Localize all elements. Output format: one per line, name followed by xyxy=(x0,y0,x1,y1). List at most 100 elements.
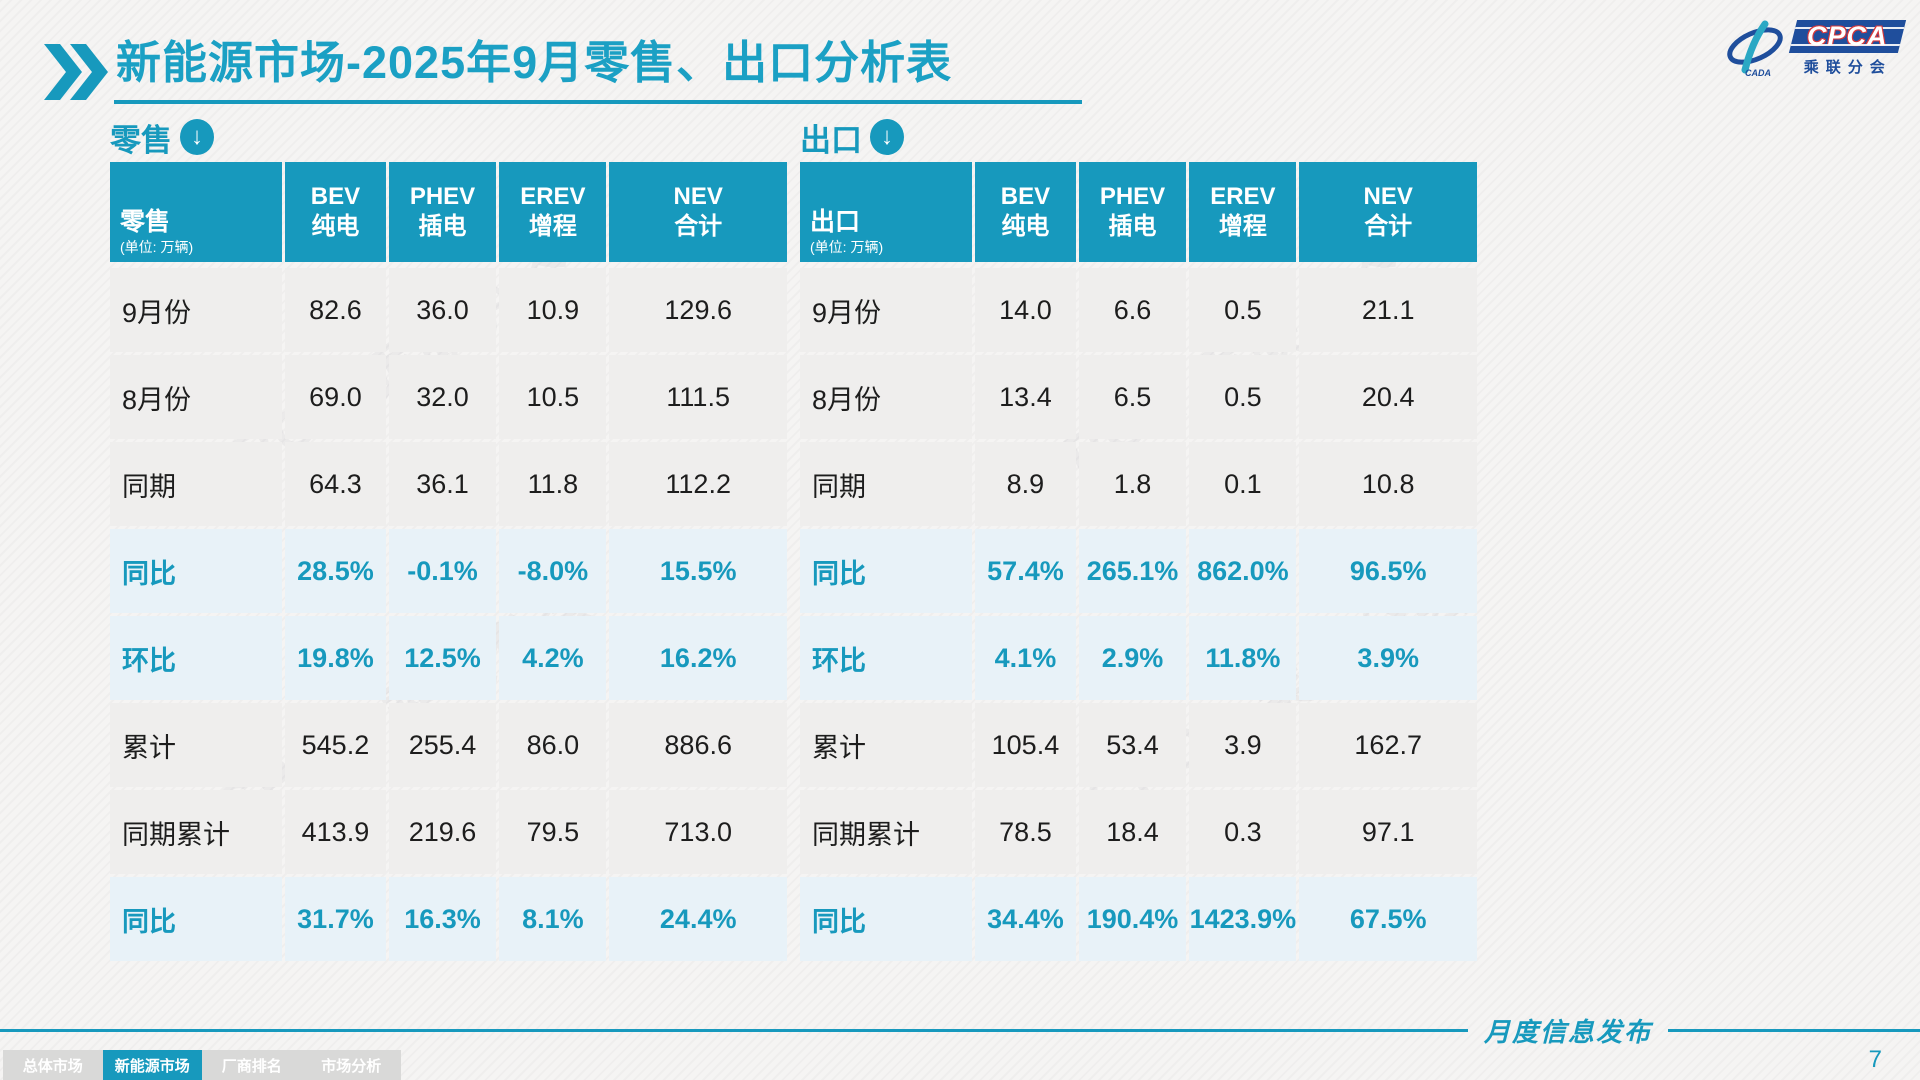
table-cell: 10.8 xyxy=(1299,442,1477,526)
table-cell: 886.6 xyxy=(609,703,787,787)
table-cell: 105.4 xyxy=(975,703,1076,787)
row-label: 同期累计 xyxy=(110,790,283,874)
corner-unit: (单位: 万辆) xyxy=(120,238,194,255)
row-label: 9月份 xyxy=(110,268,283,352)
table-cell: 3.9 xyxy=(1189,703,1297,787)
corner-label: 出口 xyxy=(810,208,861,237)
table-cell: 8.1% xyxy=(499,877,607,961)
column-header: BEV 纯电 xyxy=(285,162,386,262)
row-label: 8月份 xyxy=(110,355,283,439)
tab-nev-market[interactable]: 新能源市场 xyxy=(102,1050,202,1080)
table-cell: 67.5% xyxy=(1299,877,1477,961)
export-table: 出口 (单位: 万辆) BEV 纯电 PHEV 插电 EREV 增程 NEV 合计 9月份 14.0 6… xyxy=(800,162,1477,961)
table-cell: 10.5 xyxy=(499,355,607,439)
down-arrow-icon: ↓ xyxy=(180,119,214,155)
table-cell: 2.9% xyxy=(1078,616,1187,700)
table-cell: 6.5 xyxy=(1078,355,1187,439)
table-cell: 64.3 xyxy=(285,442,386,526)
table-cell: 31.7% xyxy=(285,877,386,961)
table-cell: 21.1 xyxy=(1299,268,1477,352)
column-header: PHEV 插电 xyxy=(388,162,497,262)
row-label: 环比 xyxy=(110,616,283,700)
column-header: PHEV 插电 xyxy=(1078,162,1187,262)
table-cell: 1423.9% xyxy=(1189,877,1297,961)
double-chevron-icon xyxy=(44,44,108,100)
table-cell: 11.8% xyxy=(1189,616,1297,700)
table-cell: 14.0 xyxy=(975,268,1076,352)
row-label: 环比 xyxy=(800,616,973,700)
table-cell: 12.5% xyxy=(388,616,497,700)
table-cell: -8.0% xyxy=(499,529,607,613)
page-title: 新能源市场-2025年9月零售、出口分析表 xyxy=(114,36,1083,104)
cpca-acronym: CPCA xyxy=(1807,21,1888,51)
table-cell: 28.5% xyxy=(285,529,386,613)
tab-market-analysis[interactable]: 市场分析 xyxy=(321,1057,382,1075)
table-corner-header: 零售 (单位: 万辆) xyxy=(110,162,283,262)
row-label: 同比 xyxy=(800,877,973,961)
cpca-chinese-name: 乘联分会 xyxy=(1803,59,1892,76)
table-cell: 3.9% xyxy=(1299,616,1477,700)
column-header: NEV 合计 xyxy=(609,162,787,262)
cada-text: CADA xyxy=(1745,68,1771,78)
table-cell: 0.3 xyxy=(1189,790,1297,874)
row-label: 9月份 xyxy=(800,268,973,352)
row-label: 同期累计 xyxy=(800,790,973,874)
page-number: 7 xyxy=(1868,1046,1882,1073)
table-cell: 713.0 xyxy=(609,790,787,874)
table-cell: 32.0 xyxy=(388,355,497,439)
table-cell: 265.1% xyxy=(1078,529,1187,613)
row-label: 同期 xyxy=(800,442,973,526)
corner-unit: (单位: 万辆) xyxy=(810,238,884,255)
tab-oem-ranking[interactable]: 厂商排名 xyxy=(221,1057,282,1075)
footer-divider-label: 月度信息发布 xyxy=(1483,1017,1652,1047)
row-label: 同比 xyxy=(110,529,283,613)
table-cell: 82.6 xyxy=(285,268,386,352)
column-header: NEV 合计 xyxy=(1299,162,1477,262)
bottom-nav-tabs: 总体市场 新能源市场 厂商排名 市场分析 xyxy=(3,1050,401,1080)
table-cell: 19.8% xyxy=(285,616,386,700)
table-cell: 219.6 xyxy=(388,790,497,874)
table-cell: 1.8 xyxy=(1078,442,1187,526)
table-cell: 15.5% xyxy=(609,529,787,613)
table-cell: 0.5 xyxy=(1189,268,1297,352)
cpca-logo-swoosh-icon: CADA xyxy=(1727,20,1784,78)
table-cell: 4.1% xyxy=(975,616,1076,700)
cpca-logo: CADA CPCA 乘联分会 xyxy=(1725,20,1907,78)
row-label: 同比 xyxy=(800,529,973,613)
table-cell: 413.9 xyxy=(285,790,386,874)
table-cell: 162.7 xyxy=(1299,703,1477,787)
table-cell: 0.5 xyxy=(1189,355,1297,439)
row-label: 8月份 xyxy=(800,355,973,439)
corner-label: 零售 xyxy=(120,208,171,237)
table-cell: 13.4 xyxy=(975,355,1076,439)
table-cell: 18.4 xyxy=(1078,790,1187,874)
export-table-section: 出口 ↓ 出口 (单位: 万辆) BEV 纯电 PHEV 插电 EREV 增程 NEV 合计 9月份… xyxy=(800,116,1477,961)
table-cell: 78.5 xyxy=(975,790,1076,874)
retail-table: 零售 (单位: 万辆) BEV 纯电 PHEV 插电 EREV 增程 NEV 合计 9月份 82.6 3… xyxy=(110,162,787,961)
cpca-logo-band: CPCA xyxy=(1789,20,1907,53)
column-header: BEV 纯电 xyxy=(975,162,1076,262)
table-cell: 96.5% xyxy=(1299,529,1477,613)
export-section-head: 出口 ↓ xyxy=(800,116,1465,158)
table-cell: 862.0% xyxy=(1189,529,1297,613)
tab-overall-market[interactable]: 总体市场 xyxy=(22,1057,83,1075)
table-cell: 34.4% xyxy=(975,877,1076,961)
table-cell: 11.8 xyxy=(499,442,607,526)
table-cell: 8.9 xyxy=(975,442,1076,526)
down-arrow-icon: ↓ xyxy=(870,119,904,155)
export-section-label: 出口 xyxy=(800,122,862,158)
table-cell: 190.4% xyxy=(1078,877,1187,961)
table-cell: 79.5 xyxy=(499,790,607,874)
table-cell: 112.2 xyxy=(609,442,787,526)
table-cell: 97.1 xyxy=(1299,790,1477,874)
table-cell: 129.6 xyxy=(609,268,787,352)
table-cell: 255.4 xyxy=(388,703,497,787)
table-corner-header: 出口 (单位: 万辆) xyxy=(800,162,973,262)
table-cell: 24.4% xyxy=(609,877,787,961)
table-cell: 0.1 xyxy=(1189,442,1297,526)
table-cell: 36.0 xyxy=(388,268,497,352)
row-label: 同比 xyxy=(110,877,283,961)
table-cell: 6.6 xyxy=(1078,268,1187,352)
retail-section-head: 零售 ↓ xyxy=(110,116,775,158)
column-header: EREV 增程 xyxy=(1189,162,1297,262)
